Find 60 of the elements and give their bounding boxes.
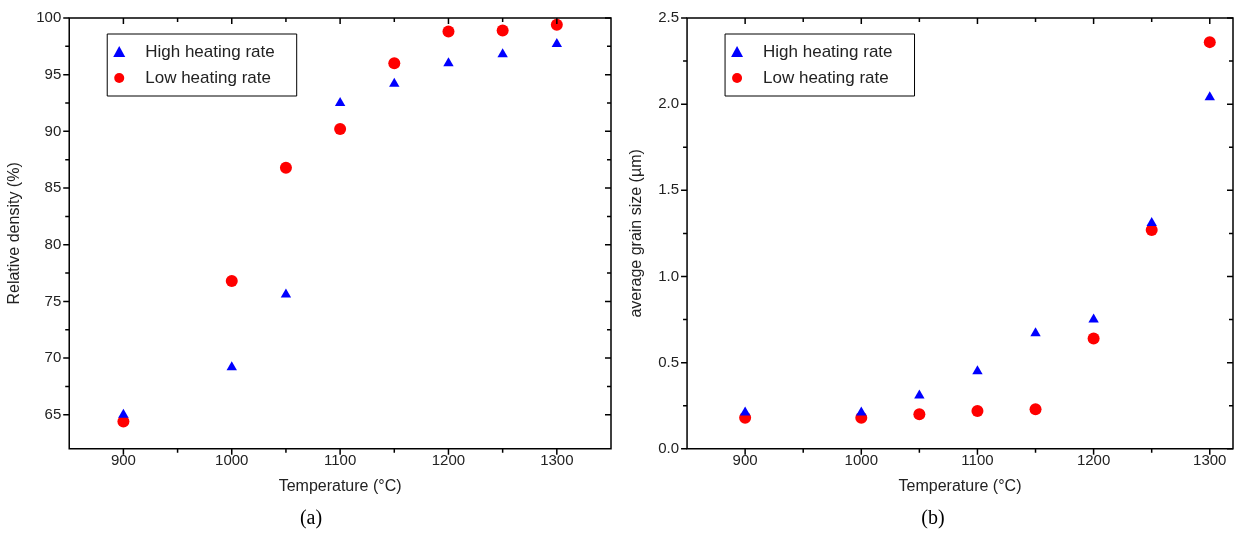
point [971, 404, 984, 417]
point [1203, 36, 1216, 49]
point [1030, 327, 1041, 337]
point [334, 97, 346, 107]
point [497, 48, 508, 58]
y-axis-title: average grain size (µm) [627, 149, 645, 318]
y-tick-label: 80 [44, 234, 62, 252]
point [972, 365, 983, 375]
x-tick-label: 1000 [215, 450, 249, 468]
point [1088, 313, 1099, 323]
y-axis-title: Relative density (%) [5, 162, 23, 305]
y-tick-label: 0.5 [658, 352, 680, 370]
y-tick-label: 95 [44, 64, 62, 82]
y-tick-label: 1.5 [658, 180, 680, 198]
x-tick-label: 1300 [1193, 450, 1227, 468]
x-tick-label: 1300 [540, 450, 574, 468]
legend-label: Low heating rate [763, 67, 889, 87]
point [389, 77, 400, 87]
point [226, 361, 237, 371]
y-tick-label: 65 [44, 404, 62, 422]
x-tick-label: 1000 [844, 450, 878, 468]
y-tick-label: 75 [44, 291, 62, 309]
text: (b) [921, 506, 945, 529]
point [279, 161, 292, 174]
point [551, 38, 563, 48]
x-tick-label: 1100 [961, 450, 994, 468]
y-tick-label: 0.0 [658, 438, 680, 456]
x-axis-title: Temperature (°C) [278, 476, 402, 494]
y-tick-label: 1.0 [658, 266, 680, 284]
point [739, 406, 751, 416]
y-tick-label: 2.5 [658, 8, 680, 26]
point [388, 57, 401, 70]
x-axis-title: Temperature (°C) [898, 476, 1022, 494]
x-tick-label: 900 [732, 450, 758, 468]
legend-label: High heating rate [145, 41, 275, 61]
point [1146, 217, 1157, 227]
y-tick-label: 70 [44, 348, 62, 366]
text: (a) [299, 506, 323, 529]
y-tick-label: 100 [36, 8, 62, 26]
point [442, 25, 455, 38]
point [913, 408, 926, 421]
x-tick-label: 1200 [1076, 450, 1111, 468]
point [225, 275, 238, 288]
point [443, 57, 454, 67]
legend-label: Low heating rate [145, 67, 271, 87]
point [856, 406, 867, 416]
point [118, 408, 129, 418]
point [1029, 403, 1042, 416]
x-tick-label: 1100 [323, 450, 357, 468]
y-tick-label: 2.0 [658, 94, 680, 112]
x-tick-label: 900 [110, 450, 136, 468]
point [334, 123, 347, 136]
point [280, 288, 292, 298]
y-tick-label: 85 [44, 178, 62, 196]
point [1087, 332, 1100, 345]
point [496, 24, 509, 37]
point [1204, 91, 1215, 101]
x-tick-label: 1200 [431, 450, 466, 468]
y-tick-label: 90 [44, 121, 62, 139]
legend-label: High heating rate [763, 41, 893, 61]
